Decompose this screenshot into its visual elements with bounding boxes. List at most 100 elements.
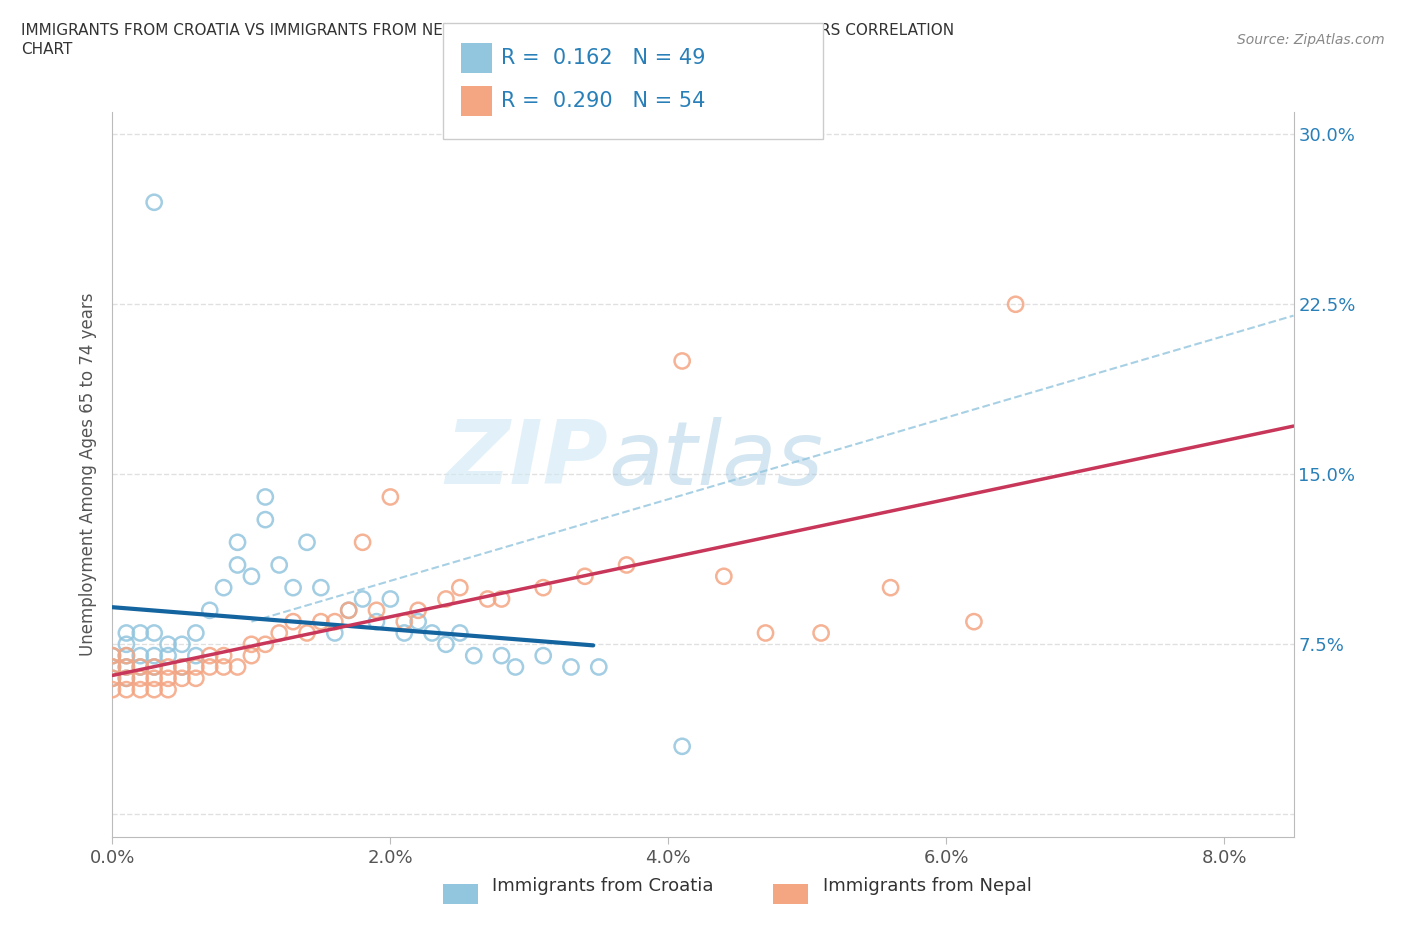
Point	[115, 671, 138, 685]
Point	[115, 637, 138, 652]
Point	[226, 558, 249, 573]
Point	[295, 535, 318, 550]
Point	[269, 558, 291, 573]
Point	[129, 683, 152, 698]
Point	[449, 580, 471, 595]
Point	[226, 659, 249, 674]
Point	[434, 637, 457, 652]
Point	[101, 659, 124, 674]
Point	[449, 626, 471, 641]
Point	[240, 637, 263, 652]
Text: R =  0.290   N = 54: R = 0.290 N = 54	[501, 91, 704, 112]
Point	[505, 659, 527, 674]
Point	[337, 603, 360, 618]
Point	[184, 659, 207, 674]
Point	[157, 683, 180, 698]
Point	[254, 489, 277, 504]
Text: Immigrants from Croatia: Immigrants from Croatia	[492, 877, 714, 895]
Point	[198, 648, 221, 663]
Point	[157, 659, 180, 674]
Point	[157, 637, 180, 652]
Point	[406, 603, 429, 618]
Point	[366, 614, 388, 629]
Point	[184, 671, 207, 685]
Text: ZIP: ZIP	[446, 417, 609, 503]
Point	[115, 648, 138, 663]
Point	[115, 626, 138, 641]
Point	[491, 591, 513, 606]
Point	[170, 659, 193, 674]
Point	[463, 648, 485, 663]
Point	[309, 614, 332, 629]
Point	[406, 614, 429, 629]
Point	[184, 626, 207, 641]
Point	[309, 580, 332, 595]
Point	[1004, 297, 1026, 312]
Point	[366, 603, 388, 618]
Point	[477, 591, 499, 606]
Point	[380, 489, 402, 504]
Point	[115, 683, 138, 698]
Text: Immigrants from Nepal: Immigrants from Nepal	[823, 877, 1032, 895]
Point	[101, 648, 124, 663]
Point	[101, 683, 124, 698]
Text: Source: ZipAtlas.com: Source: ZipAtlas.com	[1237, 33, 1385, 46]
Point	[420, 626, 443, 641]
Point	[281, 614, 304, 629]
Point	[394, 614, 416, 629]
Point	[115, 659, 138, 674]
Point	[240, 648, 263, 663]
Point	[129, 659, 152, 674]
Point	[574, 569, 596, 584]
Point	[129, 659, 152, 674]
Point	[212, 659, 235, 674]
Point	[323, 614, 346, 629]
Point	[143, 195, 166, 210]
Point	[143, 671, 166, 685]
Point	[352, 591, 374, 606]
Point	[101, 671, 124, 685]
Point	[671, 738, 693, 753]
Point	[434, 591, 457, 606]
Point	[226, 535, 249, 550]
Point	[380, 591, 402, 606]
Point	[101, 648, 124, 663]
Point	[212, 648, 235, 663]
Point	[198, 659, 221, 674]
Point	[531, 580, 554, 595]
Point	[616, 558, 638, 573]
Point	[157, 671, 180, 685]
Point	[254, 512, 277, 527]
Point	[170, 637, 193, 652]
Text: IMMIGRANTS FROM CROATIA VS IMMIGRANTS FROM NEPAL UNEMPLOYMENT AMONG AGES 65 TO 7: IMMIGRANTS FROM CROATIA VS IMMIGRANTS FR…	[21, 23, 955, 38]
Point	[810, 626, 832, 641]
Point	[170, 659, 193, 674]
Text: CHART: CHART	[21, 42, 73, 57]
Point	[129, 648, 152, 663]
Point	[754, 626, 776, 641]
Point	[394, 626, 416, 641]
Point	[170, 671, 193, 685]
Point	[212, 580, 235, 595]
Point	[129, 671, 152, 685]
Point	[560, 659, 582, 674]
Point	[157, 648, 180, 663]
Point	[240, 569, 263, 584]
Point	[143, 648, 166, 663]
Point	[115, 671, 138, 685]
Point	[323, 626, 346, 641]
Point	[295, 626, 318, 641]
Point	[143, 659, 166, 674]
Point	[281, 580, 304, 595]
Point	[531, 648, 554, 663]
Y-axis label: Unemployment Among Ages 65 to 74 years: Unemployment Among Ages 65 to 74 years	[79, 293, 97, 656]
Point	[491, 648, 513, 663]
Point	[713, 569, 735, 584]
Point	[352, 535, 374, 550]
Point	[198, 603, 221, 618]
Point	[101, 671, 124, 685]
Point	[254, 637, 277, 652]
Point	[337, 603, 360, 618]
Text: atlas: atlas	[609, 417, 824, 503]
Point	[143, 626, 166, 641]
